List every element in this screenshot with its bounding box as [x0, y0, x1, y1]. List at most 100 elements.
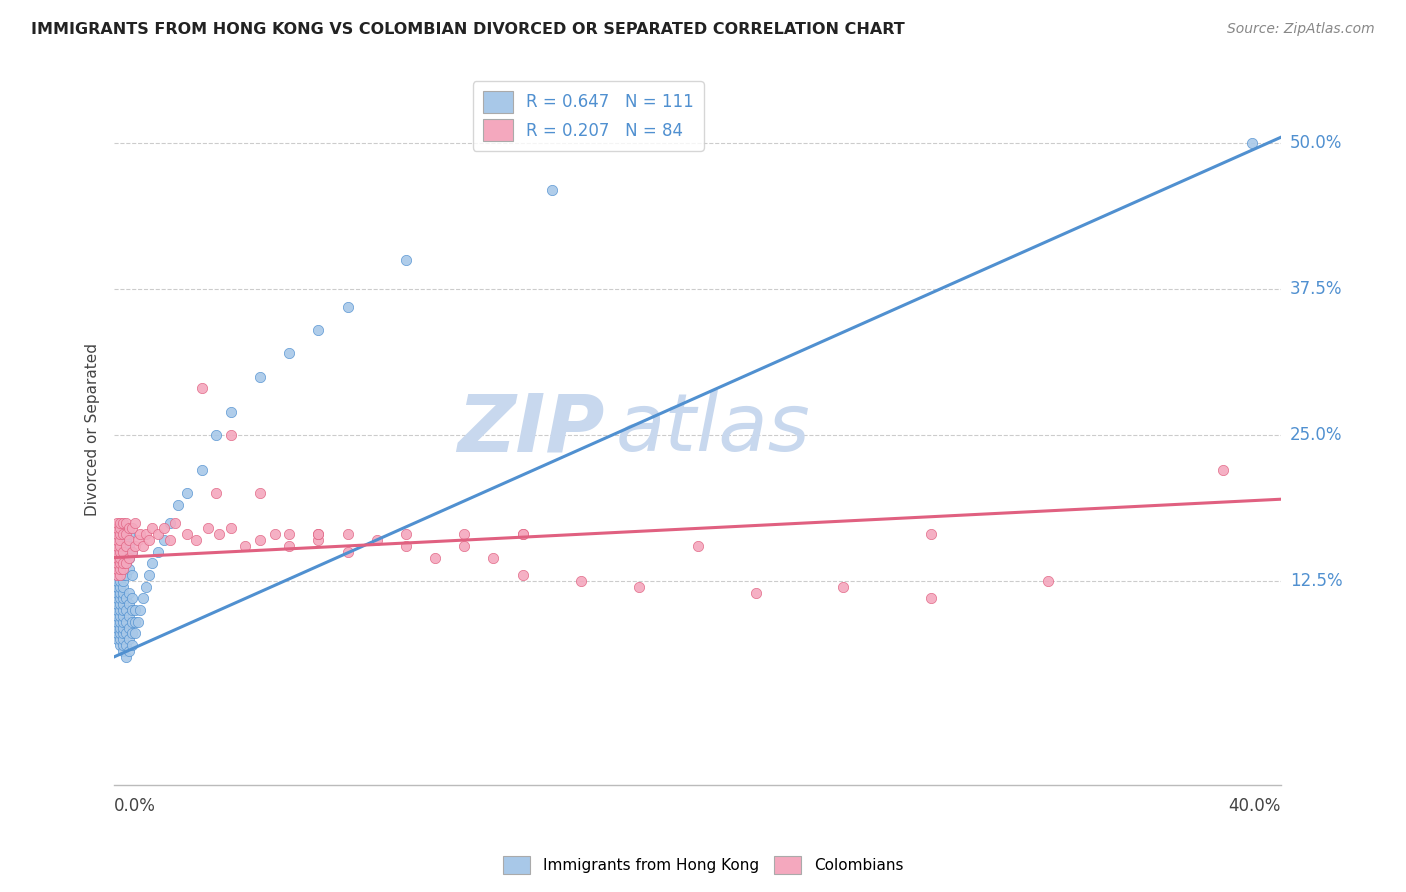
Point	[105, 533, 128, 547]
Point	[111, 516, 134, 530]
Point	[108, 539, 131, 553]
Point	[278, 527, 301, 541]
Point	[249, 369, 271, 384]
Point	[108, 580, 131, 594]
Point	[105, 527, 128, 541]
Point	[482, 550, 505, 565]
Point	[1036, 574, 1059, 588]
Point	[105, 591, 128, 606]
Point	[108, 557, 131, 571]
Point	[115, 626, 138, 640]
Point	[121, 603, 143, 617]
Text: 37.5%: 37.5%	[1289, 280, 1343, 298]
Point	[105, 597, 128, 611]
Point	[249, 486, 271, 500]
Point	[108, 516, 131, 530]
Point	[111, 545, 134, 559]
Point	[108, 527, 131, 541]
Point	[108, 615, 131, 629]
Point	[108, 533, 131, 547]
Point	[628, 580, 651, 594]
Point	[190, 463, 212, 477]
Point	[105, 516, 128, 530]
Point	[108, 527, 131, 541]
Point	[141, 521, 163, 535]
Point	[512, 568, 534, 582]
Text: IMMIGRANTS FROM HONG KONG VS COLOMBIAN DIVORCED OR SEPARATED CORRELATION CHART: IMMIGRANTS FROM HONG KONG VS COLOMBIAN D…	[31, 22, 904, 37]
Text: 12.5%: 12.5%	[1289, 572, 1343, 590]
Point	[1240, 136, 1263, 150]
Point	[205, 428, 228, 442]
Text: 40.0%: 40.0%	[1229, 797, 1281, 815]
Point	[132, 539, 155, 553]
Point	[395, 252, 418, 267]
Point	[111, 545, 134, 559]
Point	[159, 533, 181, 547]
Point	[111, 562, 134, 576]
Point	[118, 527, 141, 541]
Point	[105, 585, 128, 599]
Point	[115, 649, 138, 664]
Point	[111, 568, 134, 582]
Point	[512, 527, 534, 541]
Point	[108, 621, 131, 635]
Point	[124, 603, 146, 617]
Point	[745, 585, 768, 599]
Point	[118, 644, 141, 658]
Point	[138, 533, 160, 547]
Point	[124, 626, 146, 640]
Point	[111, 644, 134, 658]
Point	[278, 539, 301, 553]
Point	[205, 486, 228, 500]
Point	[108, 533, 131, 547]
Point	[105, 533, 128, 547]
Point	[108, 568, 131, 582]
Point	[115, 591, 138, 606]
Point	[111, 615, 134, 629]
Point	[105, 626, 128, 640]
Point	[115, 568, 138, 582]
Point	[920, 527, 942, 541]
Point	[152, 533, 174, 547]
Point	[135, 580, 157, 594]
Point	[108, 591, 131, 606]
Point	[395, 539, 418, 553]
Point	[108, 603, 131, 617]
Point	[108, 568, 131, 582]
Point	[569, 574, 592, 588]
Point	[920, 591, 942, 606]
Point	[307, 527, 329, 541]
Point	[165, 516, 187, 530]
Point	[111, 597, 134, 611]
Point	[832, 580, 855, 594]
Point	[111, 638, 134, 652]
Point	[219, 521, 242, 535]
Point	[121, 545, 143, 559]
Point	[111, 574, 134, 588]
Point	[111, 632, 134, 647]
Point	[115, 527, 138, 541]
Point	[141, 557, 163, 571]
Point	[105, 557, 128, 571]
Point	[121, 521, 143, 535]
Point	[111, 527, 134, 541]
Point	[307, 323, 329, 337]
Point	[105, 562, 128, 576]
Point	[111, 557, 134, 571]
Point	[146, 527, 169, 541]
Point	[135, 527, 157, 541]
Point	[278, 346, 301, 360]
Point	[118, 632, 141, 647]
Point	[105, 527, 128, 541]
Point	[105, 550, 128, 565]
Point	[111, 580, 134, 594]
Point	[105, 609, 128, 624]
Point	[115, 533, 138, 547]
Point	[219, 404, 242, 418]
Point	[105, 615, 128, 629]
Point	[124, 615, 146, 629]
Point	[336, 300, 359, 314]
Point	[121, 626, 143, 640]
Legend: Immigrants from Hong Kong, Colombians: Immigrants from Hong Kong, Colombians	[496, 850, 910, 880]
Point	[105, 521, 128, 535]
